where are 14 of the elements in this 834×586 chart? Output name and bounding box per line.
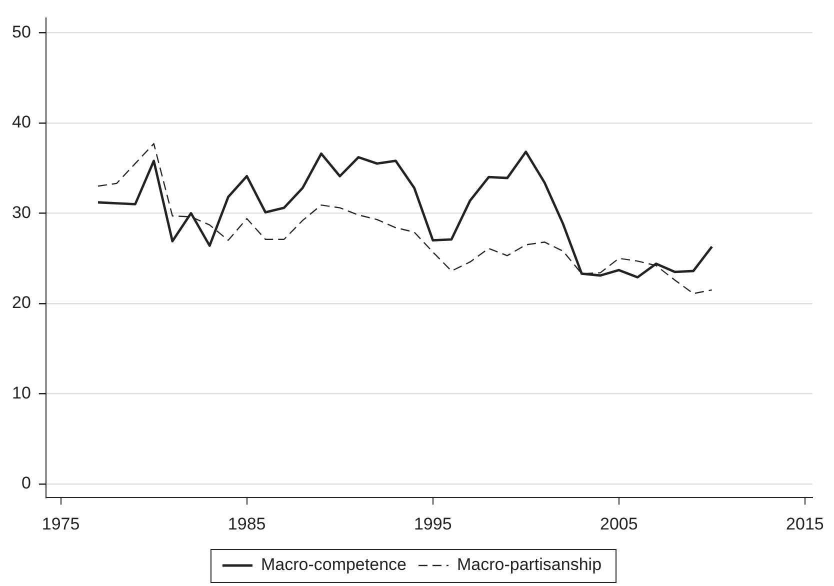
legend-label: Macro-partisanship xyxy=(456,555,602,574)
y-tick-label: 30 xyxy=(12,202,31,222)
x-tick-label: 2005 xyxy=(600,514,638,534)
y-tick-label: 40 xyxy=(12,112,31,132)
y-tick-label: 0 xyxy=(21,474,31,493)
x-tick-label: 1975 xyxy=(42,514,80,534)
y-tick-label: 10 xyxy=(12,383,31,402)
y-tick-label: 20 xyxy=(12,293,31,312)
line-series xyxy=(97,143,713,294)
x-tick-label: 1985 xyxy=(228,514,266,534)
legend-label: Macro-competence xyxy=(260,555,406,574)
x-tick-label: 1995 xyxy=(414,514,452,534)
x-tick-label: 2015 xyxy=(786,514,824,534)
y-tick-label: 50 xyxy=(12,22,31,42)
